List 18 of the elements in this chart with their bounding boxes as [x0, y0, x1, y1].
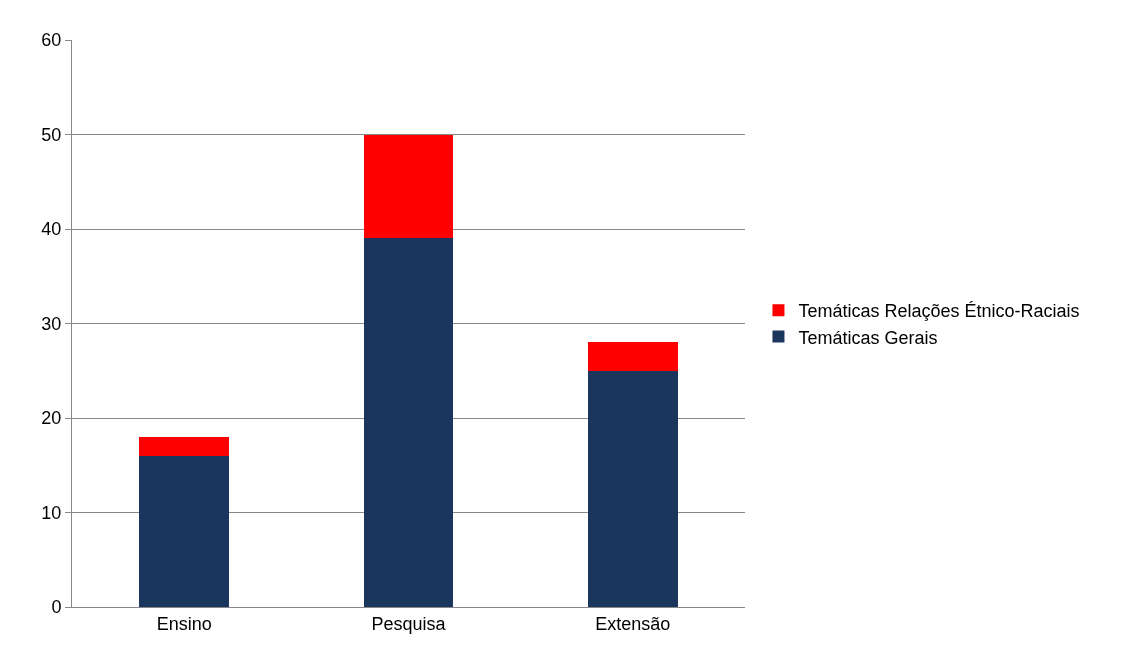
y-tick-label: 40 [41, 219, 62, 240]
y-tick-label: 30 [41, 313, 62, 334]
y-tick-label: 10 [41, 502, 62, 523]
bar [587, 370, 678, 607]
bar [139, 436, 230, 456]
y-tick-label: 20 [41, 408, 62, 429]
legend-label: Temáticas Relações Étnico-Raciais [798, 301, 1080, 322]
y-tick-label: 0 [51, 597, 62, 618]
bar [363, 238, 454, 607]
x-tick-label: Extensão [595, 613, 671, 634]
bar [363, 134, 454, 239]
y-tick-label: 50 [41, 124, 62, 145]
legend-label: Temáticas Gerais [798, 327, 938, 348]
x-tick-label: Ensino [156, 613, 212, 634]
y-tick-label: 60 [41, 30, 62, 51]
x-tick-label: Pesquisa [371, 613, 447, 634]
bar [139, 455, 230, 607]
bar [587, 342, 678, 371]
